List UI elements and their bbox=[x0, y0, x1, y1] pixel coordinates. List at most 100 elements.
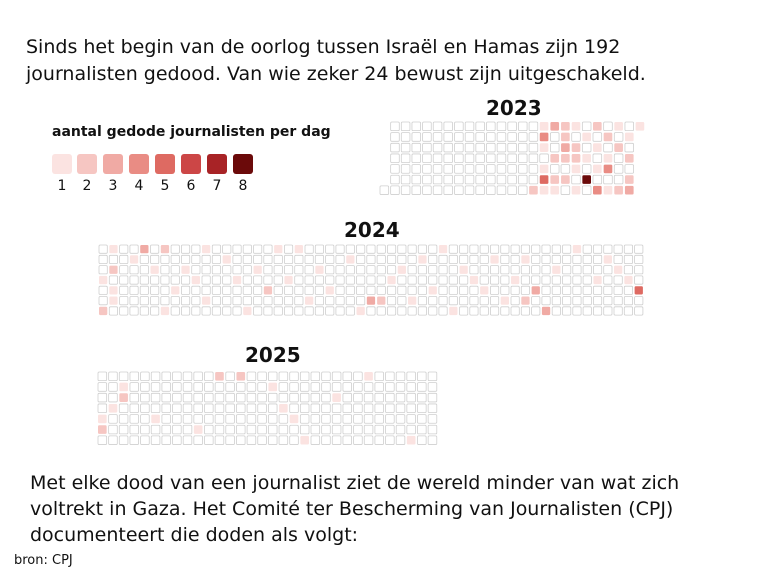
day-cell-filled bbox=[582, 132, 591, 142]
day-cell bbox=[603, 296, 613, 306]
day-cell bbox=[201, 265, 211, 275]
day-cell bbox=[129, 306, 139, 316]
legend-swatch bbox=[52, 154, 72, 174]
day-cell bbox=[613, 275, 623, 285]
day-cell bbox=[342, 392, 353, 403]
day-cell-filled bbox=[263, 286, 273, 295]
day-cell bbox=[108, 306, 119, 316]
day-cell bbox=[97, 371, 108, 382]
day-cell bbox=[385, 414, 395, 424]
day-cell bbox=[406, 382, 416, 392]
day-cell bbox=[443, 164, 453, 174]
day-cell-filled bbox=[300, 435, 309, 445]
legend-label: 7 bbox=[212, 178, 222, 194]
day-cell bbox=[454, 164, 464, 174]
day-cell-filled bbox=[593, 143, 602, 152]
legend-item: 4 bbox=[129, 154, 151, 194]
day-cell bbox=[550, 164, 560, 174]
legend-item: 5 bbox=[155, 154, 177, 194]
day-cell bbox=[385, 392, 395, 403]
day-cell bbox=[257, 403, 267, 414]
day-cell bbox=[550, 142, 560, 153]
day-cell-filled bbox=[274, 245, 283, 254]
day-cell bbox=[356, 265, 366, 275]
day-cell bbox=[613, 132, 624, 142]
day-cell bbox=[397, 285, 407, 295]
day-cell bbox=[459, 285, 469, 295]
day-cell-filled bbox=[550, 185, 560, 195]
day-cell bbox=[289, 392, 299, 403]
day-cell bbox=[417, 285, 427, 295]
day-cell bbox=[464, 142, 475, 153]
day-cell-filled bbox=[539, 143, 549, 152]
day-cell bbox=[386, 244, 397, 254]
day-cell bbox=[283, 285, 294, 295]
day-cell bbox=[624, 121, 635, 132]
day-cell-filled bbox=[571, 185, 581, 195]
day-cell bbox=[304, 306, 314, 316]
day-cell bbox=[118, 371, 129, 382]
day-cell bbox=[299, 403, 310, 414]
day-cell bbox=[427, 414, 438, 424]
day-cell bbox=[150, 275, 160, 285]
day-cell bbox=[528, 121, 539, 132]
day-cell bbox=[342, 371, 353, 382]
day-cell bbox=[160, 265, 170, 275]
day-cell-filled bbox=[98, 414, 107, 424]
day-cell bbox=[581, 164, 592, 174]
day-cell bbox=[374, 424, 384, 435]
day-cell bbox=[204, 435, 214, 445]
day-cell bbox=[98, 254, 108, 265]
day-cell bbox=[353, 382, 363, 392]
day-cell bbox=[634, 275, 644, 285]
day-cell bbox=[507, 142, 517, 153]
day-cell bbox=[469, 244, 479, 254]
legend-title: aantal gedode journalisten per dag bbox=[52, 124, 331, 140]
day-cell bbox=[182, 371, 193, 382]
day-cell bbox=[400, 174, 411, 185]
day-cell bbox=[469, 254, 479, 265]
day-cell-filled bbox=[550, 153, 560, 163]
day-cell bbox=[411, 121, 422, 132]
day-cell-filled bbox=[539, 175, 549, 184]
source-note: bron: CPJ bbox=[14, 553, 73, 568]
day-cell bbox=[119, 254, 129, 265]
day-cell bbox=[428, 265, 438, 275]
day-cell-filled bbox=[531, 286, 540, 295]
day-cell bbox=[634, 296, 644, 306]
day-cell-filled bbox=[582, 153, 591, 163]
day-cell bbox=[273, 254, 283, 265]
day-cell bbox=[129, 244, 139, 254]
day-cell-filled bbox=[284, 275, 293, 285]
day-cell bbox=[119, 265, 129, 275]
day-cell bbox=[204, 403, 214, 414]
day-cell bbox=[211, 296, 222, 306]
day-cell bbox=[191, 285, 201, 295]
day-cell bbox=[603, 121, 613, 132]
day-cell bbox=[263, 244, 273, 254]
day-cell-filled bbox=[624, 185, 634, 195]
day-cell bbox=[201, 254, 211, 265]
day-cell bbox=[448, 254, 458, 265]
day-cell bbox=[232, 296, 242, 306]
day-cell bbox=[283, 265, 294, 275]
day-cell-filled bbox=[332, 393, 341, 402]
day-cell bbox=[119, 306, 129, 316]
day-cell-filled bbox=[571, 153, 581, 163]
day-cell bbox=[541, 285, 551, 295]
day-cell bbox=[479, 254, 489, 265]
day-cell bbox=[129, 371, 139, 382]
day-cell bbox=[278, 424, 289, 435]
day-cell bbox=[289, 424, 299, 435]
day-cell-filled bbox=[222, 255, 231, 264]
day-cell bbox=[267, 392, 278, 403]
day-cell bbox=[593, 244, 603, 254]
day-cell bbox=[438, 285, 448, 295]
day-cell bbox=[246, 371, 257, 382]
day-cell bbox=[193, 414, 203, 424]
day-cell bbox=[267, 435, 278, 445]
day-cell bbox=[581, 142, 592, 153]
day-cell-filled bbox=[624, 275, 633, 285]
legend-label: 8 bbox=[238, 178, 248, 194]
day-cell bbox=[496, 174, 507, 185]
